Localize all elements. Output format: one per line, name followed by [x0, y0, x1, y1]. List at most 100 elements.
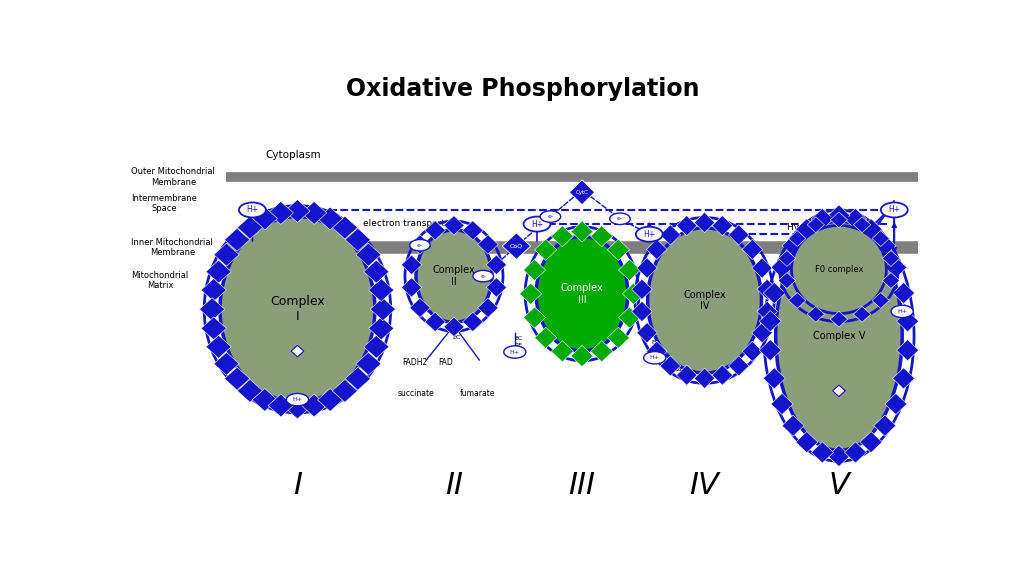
Text: H+: H+ — [897, 309, 906, 314]
Polygon shape — [356, 352, 381, 375]
Polygon shape — [443, 215, 464, 235]
Text: EC: EC — [515, 336, 523, 342]
Polygon shape — [892, 368, 914, 389]
Polygon shape — [268, 394, 293, 417]
Polygon shape — [795, 431, 817, 453]
Polygon shape — [770, 394, 793, 415]
Polygon shape — [728, 225, 748, 245]
Text: Mitochondrial
Matrix: Mitochondrial Matrix — [131, 271, 189, 291]
Polygon shape — [892, 282, 914, 304]
Polygon shape — [873, 235, 895, 256]
Text: Complex
II: Complex II — [432, 265, 475, 287]
Polygon shape — [268, 202, 293, 225]
Polygon shape — [883, 394, 906, 415]
Polygon shape — [782, 415, 803, 436]
Polygon shape — [332, 216, 358, 239]
Text: H+: H+ — [287, 391, 300, 400]
Circle shape — [503, 346, 526, 358]
Text: IV: IV — [689, 471, 718, 500]
Text: RE: RE — [651, 347, 659, 351]
Polygon shape — [896, 340, 918, 361]
Polygon shape — [810, 442, 833, 463]
Text: fumarate: fumarate — [460, 388, 495, 398]
Polygon shape — [646, 240, 666, 260]
Text: I: I — [292, 471, 302, 500]
Polygon shape — [501, 233, 530, 260]
Polygon shape — [425, 221, 445, 240]
Text: CoQ: CoQ — [510, 244, 523, 249]
Text: O2: O2 — [674, 364, 684, 373]
Text: EC: EC — [451, 335, 460, 340]
Polygon shape — [871, 230, 889, 246]
Polygon shape — [443, 317, 464, 336]
Ellipse shape — [220, 217, 375, 402]
Polygon shape — [694, 368, 714, 388]
Polygon shape — [317, 207, 342, 230]
Polygon shape — [777, 273, 795, 288]
Text: FAD: FAD — [438, 358, 453, 367]
Polygon shape — [410, 235, 430, 254]
Polygon shape — [237, 379, 263, 402]
Polygon shape — [571, 346, 592, 367]
Circle shape — [891, 305, 912, 317]
Polygon shape — [344, 367, 370, 390]
Polygon shape — [370, 298, 395, 321]
Polygon shape — [832, 385, 845, 397]
Polygon shape — [636, 258, 656, 278]
Polygon shape — [519, 283, 541, 304]
Polygon shape — [486, 278, 506, 297]
Text: electron transport: electron transport — [363, 219, 444, 227]
Polygon shape — [636, 323, 656, 343]
Polygon shape — [486, 255, 506, 274]
Text: Complex V: Complex V — [812, 331, 864, 341]
Circle shape — [473, 270, 493, 282]
Polygon shape — [659, 356, 680, 376]
Text: H+: H+ — [292, 397, 303, 402]
Circle shape — [238, 202, 266, 217]
Ellipse shape — [536, 237, 628, 351]
Polygon shape — [214, 352, 238, 375]
Polygon shape — [590, 341, 612, 362]
Polygon shape — [806, 217, 823, 233]
Polygon shape — [569, 180, 594, 205]
Polygon shape — [571, 221, 592, 242]
Polygon shape — [534, 327, 556, 348]
Polygon shape — [782, 235, 803, 256]
Circle shape — [635, 227, 662, 242]
Text: V: V — [827, 471, 849, 500]
Polygon shape — [317, 388, 342, 411]
Text: e-: e- — [480, 274, 486, 278]
Polygon shape — [400, 255, 422, 274]
Text: Hydrogen
pump: Hydrogen pump — [223, 266, 265, 286]
Polygon shape — [364, 335, 388, 358]
Polygon shape — [252, 388, 277, 411]
Polygon shape — [758, 340, 781, 361]
Circle shape — [643, 352, 665, 364]
Text: e-: e- — [417, 243, 423, 248]
Polygon shape — [606, 327, 629, 348]
Polygon shape — [827, 205, 849, 226]
Polygon shape — [290, 346, 304, 357]
Text: H+: H+ — [247, 206, 258, 214]
Polygon shape — [622, 283, 644, 304]
Polygon shape — [206, 335, 231, 358]
Polygon shape — [853, 307, 870, 322]
Circle shape — [410, 240, 430, 251]
Text: ATP: ATP — [870, 404, 884, 413]
Polygon shape — [844, 209, 866, 230]
Polygon shape — [770, 257, 793, 278]
Polygon shape — [881, 250, 899, 266]
Text: H+: H+ — [531, 219, 542, 229]
Polygon shape — [410, 298, 430, 317]
Polygon shape — [751, 258, 771, 278]
Polygon shape — [201, 317, 226, 340]
Text: Cytoplasm: Cytoplasm — [266, 150, 321, 160]
Text: III: III — [568, 471, 595, 500]
Polygon shape — [728, 356, 748, 376]
Polygon shape — [344, 228, 370, 252]
Text: EC: EC — [287, 371, 296, 376]
Polygon shape — [302, 394, 326, 417]
Circle shape — [880, 202, 907, 217]
Polygon shape — [302, 202, 326, 225]
Polygon shape — [214, 243, 238, 266]
